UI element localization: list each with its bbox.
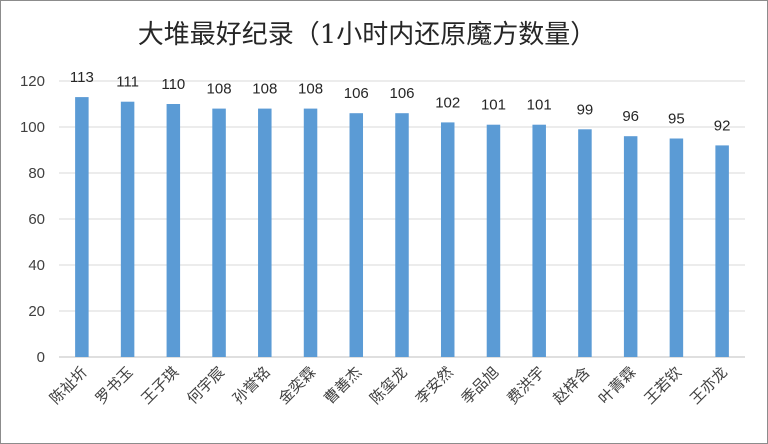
data-label: 92	[714, 117, 731, 134]
x-axis-labels: 陈祉圻 罗书玉 王子琪 何宇宸 孙誉铭 金奕霖 曹善杰 陈玺龙 李安然 季品旭 费洪宇 赵梓含 叶菁霖王…	[46, 363, 731, 408]
data-label: 113	[70, 69, 94, 86]
data-label: 102	[435, 94, 460, 111]
data-label: 95	[668, 111, 685, 128]
x-tick-label: 王子琪	[138, 363, 183, 408]
bar	[212, 108, 226, 357]
y-tick-label: 40	[28, 257, 45, 274]
data-label: 106	[344, 85, 369, 102]
data-label: 108	[252, 81, 277, 98]
x-tick-label: 罗书玉	[92, 363, 137, 408]
bar	[440, 122, 455, 358]
y-tick-label: 60	[28, 211, 45, 228]
y-tick-label: 0	[37, 349, 45, 366]
bar	[486, 124, 501, 357]
y-axis-ticks: 0 20 40 60 80 100 120	[20, 73, 45, 366]
x-tick-label: 赵梓含	[549, 363, 594, 408]
bars	[75, 97, 729, 358]
bar	[349, 113, 364, 357]
bar	[532, 124, 546, 357]
x-tick-label: 孙誉铭	[229, 363, 274, 408]
x-tick-label: 王若钦	[641, 363, 686, 408]
x-tick-label: 何宇宸	[183, 363, 228, 408]
x-tick-label: 金奕霖	[275, 363, 320, 408]
x-tick-label: 费洪宇	[503, 363, 548, 408]
y-tick-label: 120	[20, 73, 45, 90]
bar	[258, 108, 272, 357]
x-tick-label: 李安然	[412, 363, 457, 408]
y-tick-label: 100	[20, 119, 45, 136]
bar	[578, 129, 592, 357]
y-tick-label: 20	[28, 303, 45, 320]
data-label: 106	[389, 85, 414, 102]
bar	[120, 101, 135, 357]
bar	[395, 113, 409, 357]
y-tick-label: 80	[28, 165, 45, 182]
data-label: 108	[298, 81, 323, 98]
x-tick-label: 陈玺龙	[366, 363, 411, 408]
bar	[669, 138, 684, 357]
bar	[303, 108, 318, 357]
x-tick-label: 叶菁霖	[595, 363, 640, 408]
x-tick-label: 王亦龙	[686, 363, 731, 408]
x-tick-label: 陈祉圻	[46, 363, 91, 408]
bar	[75, 97, 89, 357]
bar	[623, 136, 638, 357]
x-tick-label: 季品旭	[458, 363, 503, 408]
data-label: 99	[577, 101, 594, 118]
data-label: 101	[527, 97, 552, 114]
bar	[166, 104, 181, 357]
chart-title: 大堆最好纪录（1小时内还原魔方数量）	[138, 20, 597, 50]
x-tick-label: 曹善杰	[321, 363, 366, 408]
data-label: 101	[481, 97, 506, 114]
data-label: 96	[622, 108, 639, 125]
data-labels: 113 111 110 108 108 108 106 106 102 101 101 99 96 95 9…	[70, 69, 731, 134]
data-label: 110	[161, 76, 185, 93]
bar	[715, 145, 729, 357]
data-label: 108	[207, 81, 232, 98]
data-label: 111	[116, 74, 139, 91]
